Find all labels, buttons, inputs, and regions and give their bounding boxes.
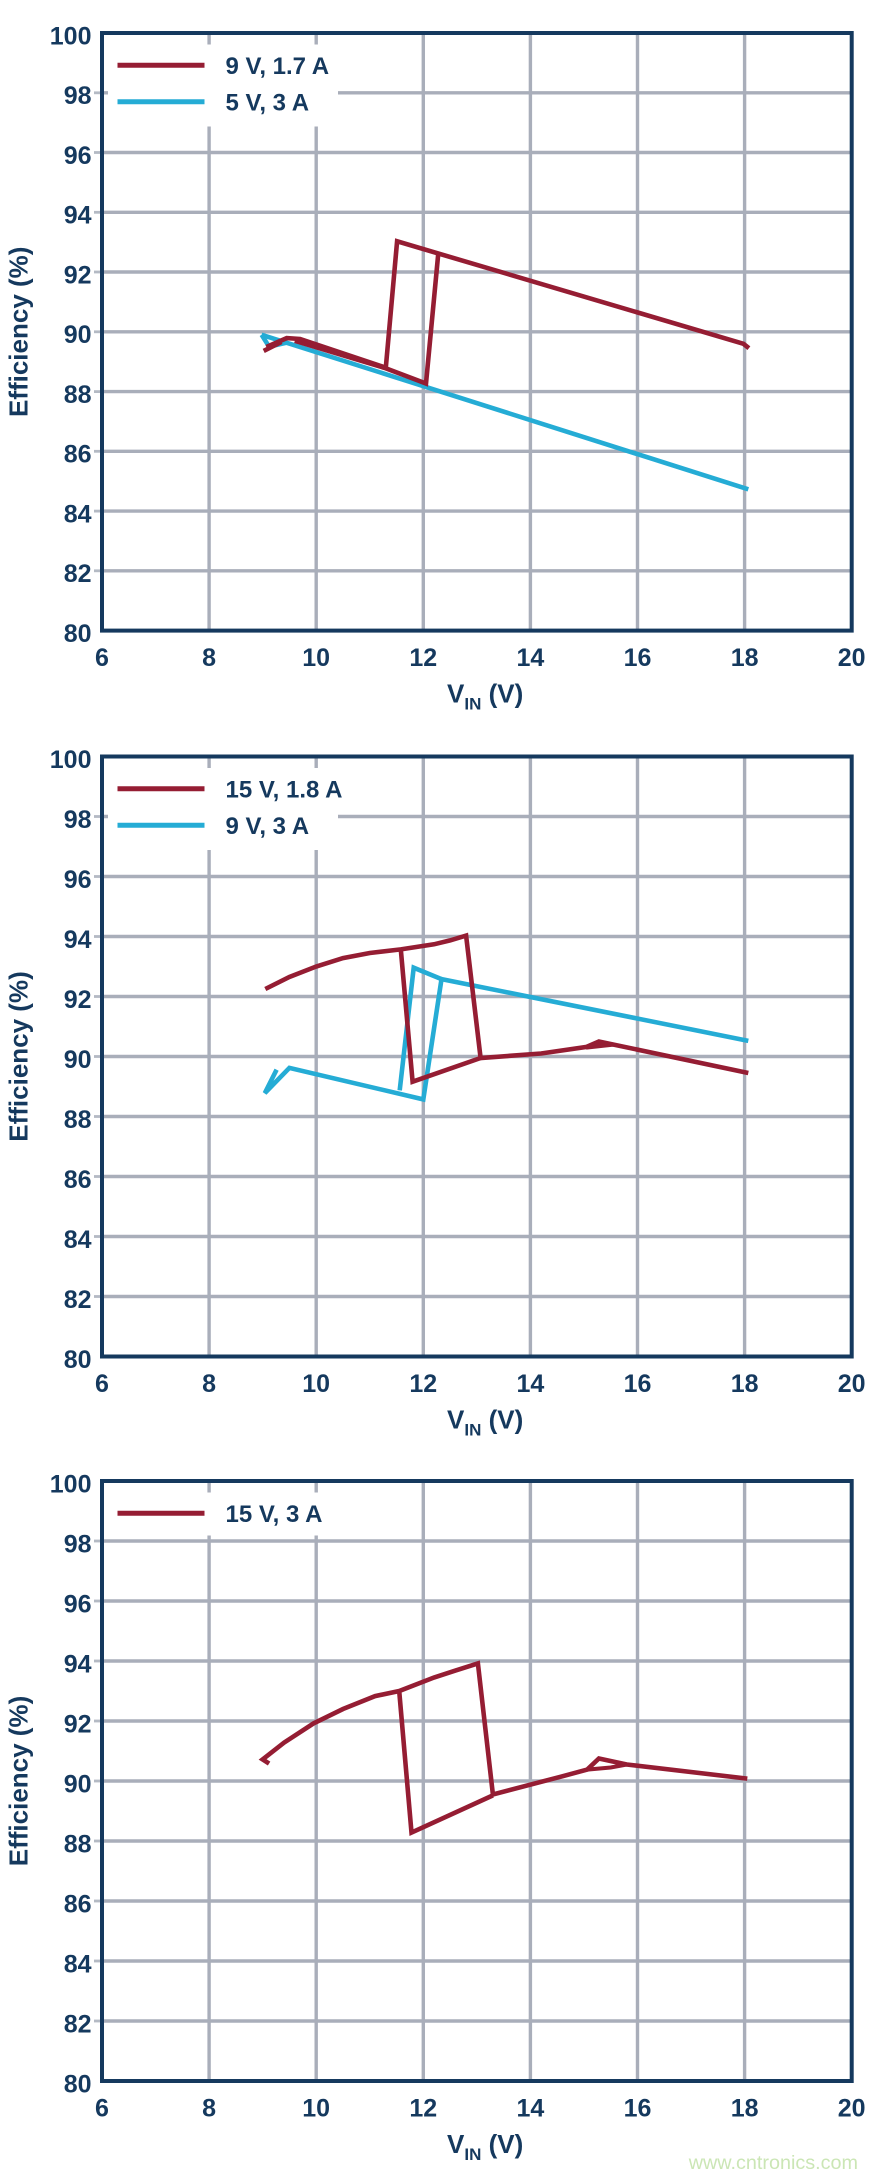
svg-text:6: 6 [95,644,109,672]
svg-text:92: 92 [64,986,92,1014]
svg-text:94: 94 [64,926,92,954]
svg-text:9 V, 3 A: 9 V, 3 A [226,813,310,840]
svg-text:18: 18 [731,2094,759,2122]
svg-text:82: 82 [64,2010,92,2038]
svg-text:14: 14 [516,1370,544,1398]
svg-text:14: 14 [516,644,544,672]
svg-text:Efficiency (%): Efficiency (%) [4,971,34,1142]
svg-text:92: 92 [64,1710,92,1738]
svg-text:9 V, 1.7 A: 9 V, 1.7 A [226,53,330,80]
svg-text:VIN (V): VIN (V) [447,1404,523,1439]
svg-text:82: 82 [64,560,92,588]
svg-text:88: 88 [64,381,92,409]
svg-text:82: 82 [64,1286,92,1314]
svg-text:100: 100 [50,22,92,50]
svg-text:12: 12 [409,2094,437,2122]
svg-text:6: 6 [95,1370,109,1398]
svg-text:14: 14 [516,2094,544,2122]
svg-text:86: 86 [64,1890,92,1918]
svg-text:94: 94 [64,202,92,230]
svg-text:80: 80 [64,1346,92,1374]
svg-text:20: 20 [838,1370,866,1398]
svg-text:Efficiency (%): Efficiency (%) [4,1696,34,1867]
svg-text:96: 96 [64,142,92,170]
svg-text:98: 98 [64,82,92,110]
svg-text:100: 100 [50,746,92,774]
svg-text:5 V, 3 A: 5 V, 3 A [226,90,310,117]
svg-text:12: 12 [409,1370,437,1398]
svg-text:86: 86 [64,1166,92,1194]
svg-text:86: 86 [64,441,92,469]
svg-text:96: 96 [64,1590,92,1618]
svg-text:8: 8 [202,2094,216,2122]
svg-text:10: 10 [302,1370,330,1398]
svg-text:80: 80 [64,620,92,648]
svg-text:16: 16 [624,1370,652,1398]
svg-text:84: 84 [64,501,92,529]
svg-text:Efficiency (%): Efficiency (%) [4,247,34,418]
svg-text:16: 16 [624,2094,652,2122]
svg-text:20: 20 [838,2094,866,2122]
svg-text:92: 92 [64,261,92,289]
svg-text:94: 94 [64,1650,92,1678]
svg-text:VIN (V): VIN (V) [447,2129,523,2164]
svg-text:18: 18 [731,644,759,672]
svg-text:84: 84 [64,1950,92,1978]
svg-text:15 V, 3 A: 15 V, 3 A [226,1501,323,1528]
svg-text:VIN (V): VIN (V) [447,678,523,713]
svg-text:84: 84 [64,1226,92,1254]
svg-text:90: 90 [64,1046,92,1074]
svg-text:88: 88 [64,1106,92,1134]
svg-text:98: 98 [64,1530,92,1558]
svg-text:90: 90 [64,321,92,349]
svg-text:10: 10 [302,2094,330,2122]
svg-text:15 V, 1.8 A: 15 V, 1.8 A [226,777,343,804]
svg-text:6: 6 [95,2094,109,2122]
svg-text:96: 96 [64,866,92,894]
svg-text:8: 8 [202,644,216,672]
svg-text:20: 20 [838,644,866,672]
svg-text:90: 90 [64,1770,92,1798]
svg-text:18: 18 [731,1370,759,1398]
svg-text:10: 10 [302,644,330,672]
svg-text:100: 100 [50,1470,92,1498]
svg-text:12: 12 [409,644,437,672]
svg-text:www.cntronics.com: www.cntronics.com [688,2152,858,2174]
svg-text:98: 98 [64,806,92,834]
svg-text:16: 16 [624,644,652,672]
svg-text:88: 88 [64,1830,92,1858]
svg-text:80: 80 [64,2070,92,2098]
svg-text:8: 8 [202,1370,216,1398]
